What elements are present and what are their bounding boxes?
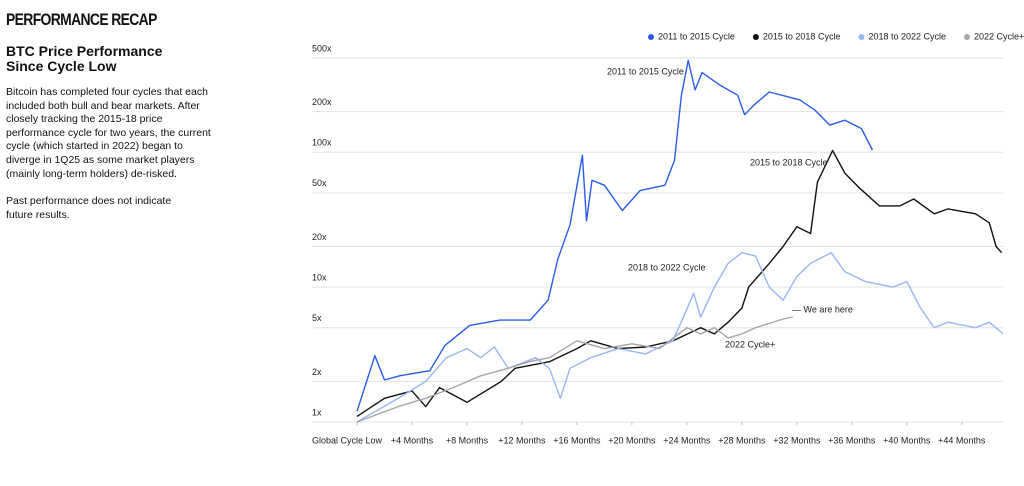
side-panel: PERFORMANCE RECAP BTC Price Performance … [6, 10, 218, 222]
y-tick-label: 50x [312, 178, 327, 188]
x-tick-label: +8 Months [446, 435, 489, 445]
x-tick-label: +20 Months [608, 435, 656, 445]
y-tick-label: 10x [312, 273, 327, 283]
x-tick-label: +40 Months [883, 435, 931, 445]
legend-marker [964, 34, 971, 40]
y-tick-label: 2x [312, 367, 322, 377]
annotation: 2018 to 2022 Cycle [628, 262, 706, 272]
x-tick-label: +44 Months [938, 435, 986, 445]
chart-title: BTC Price Performance Since Cycle Low [6, 43, 163, 74]
x-tick-label: +12 Months [498, 435, 546, 445]
section-heading: PERFORMANCE RECAP [6, 10, 157, 29]
annotation: 2015 to 2018 Cycle [750, 157, 828, 167]
legend-marker [752, 34, 759, 40]
annotation: 2022 Cycle+ [725, 339, 775, 349]
annotation: 2011 to 2015 Cycle [607, 66, 684, 76]
y-tick-label: 100x [312, 138, 332, 148]
legend-label: 2011 to 2015 Cycle [658, 31, 735, 41]
y-tick-label: 5x [312, 313, 322, 323]
x-tick-label: +28 Months [718, 435, 766, 445]
x-tick-label: Global Cycle Low [312, 435, 383, 445]
series-line [356, 59, 874, 412]
x-tick-label: +36 Months [828, 435, 876, 445]
series-line [356, 149, 1003, 417]
x-tick-label: +32 Months [773, 435, 821, 445]
legend-label: 2015 to 2018 Cycle [763, 31, 841, 41]
disclaimer: Past performance does not indicate futur… [6, 195, 172, 221]
y-tick-label: 200x [312, 97, 332, 107]
legend-label: 2018 to 2022 Cycle [868, 31, 946, 41]
legend-marker [648, 34, 654, 40]
series-line [356, 252, 1004, 423]
series-line [356, 316, 793, 423]
y-tick-label: 1x [312, 407, 322, 417]
x-tick-label: +16 Months [553, 435, 601, 445]
y-tick-label: 500x [312, 43, 332, 53]
description: Bitcoin has completed four cycles that e… [6, 86, 211, 180]
x-tick-label: +4 Months [391, 435, 434, 445]
annotation: — We are here [792, 304, 853, 314]
x-tick-label: +24 Months [663, 435, 711, 445]
y-tick-label: 20x [312, 232, 327, 242]
legend-marker [858, 34, 865, 40]
legend-label: 2022 Cycle+ [974, 31, 1024, 41]
